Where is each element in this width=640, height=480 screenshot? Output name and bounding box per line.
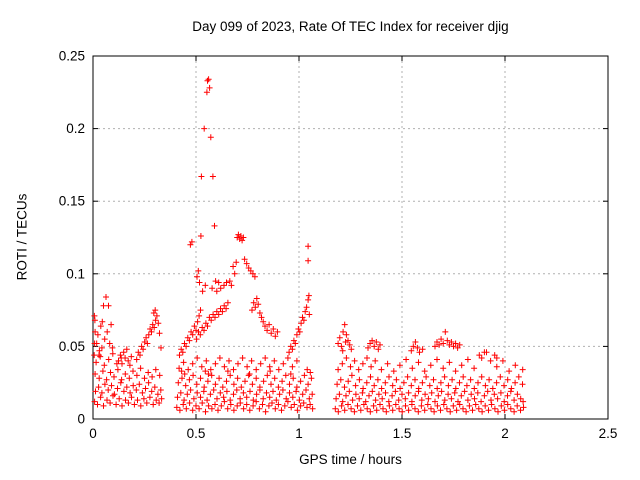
chart-title: Day 099 of 2023, Rate Of TEC Index for r… — [192, 19, 509, 34]
x-tick-label: 2 — [501, 426, 509, 441]
y-tick-label: 0.2 — [66, 121, 85, 136]
y-tick-label: 0.15 — [59, 194, 85, 209]
x-axis-label: GPS time / hours — [299, 452, 402, 467]
x-tick-label: 0.5 — [187, 426, 206, 441]
y-tick-label: 0.1 — [66, 266, 85, 281]
y-tick-label: 0.05 — [59, 339, 85, 354]
x-tick-label: 1 — [295, 426, 303, 441]
data-points-roti — [91, 76, 527, 415]
x-tick-label: 2.5 — [599, 426, 618, 441]
x-tick-label: 1.5 — [393, 426, 412, 441]
y-tick-label: 0.25 — [59, 49, 85, 64]
x-tick-label: 0 — [89, 426, 97, 441]
plot-border — [92, 55, 609, 420]
y-tick-label: 0 — [77, 412, 85, 427]
